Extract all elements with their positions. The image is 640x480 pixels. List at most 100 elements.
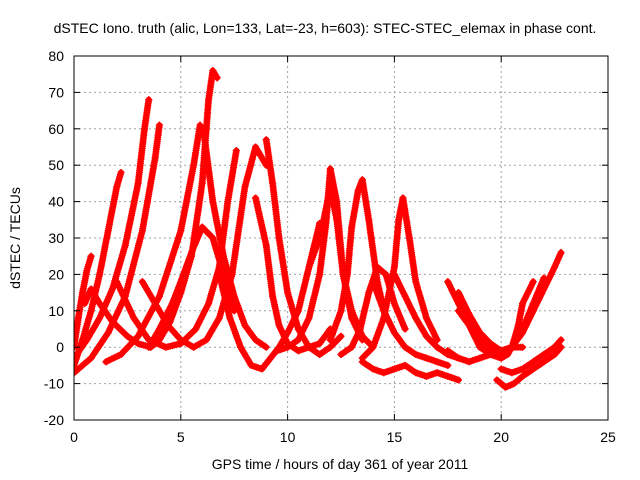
data-point — [168, 300, 176, 308]
data-point — [200, 132, 208, 140]
data-point — [305, 263, 313, 271]
data-point — [365, 289, 373, 297]
data-point — [74, 369, 78, 377]
data-point — [205, 96, 213, 104]
data-point — [373, 263, 381, 271]
data-point — [140, 125, 148, 133]
data-series — [305, 183, 377, 351]
data-point — [433, 369, 441, 377]
data-point — [155, 121, 163, 129]
data-point — [326, 336, 334, 344]
data-point — [358, 176, 366, 184]
data-point — [241, 321, 249, 329]
data-point — [145, 343, 153, 351]
y-axis-label: dSTEC / TECUs — [7, 187, 23, 289]
data-point — [444, 347, 452, 355]
data-point — [224, 198, 232, 206]
data-point — [454, 307, 462, 315]
data-point — [284, 289, 292, 297]
data-point — [187, 249, 195, 257]
data-point — [252, 336, 260, 344]
data-point — [104, 329, 112, 337]
data-point — [215, 270, 223, 278]
data-point — [369, 365, 377, 373]
data-point — [390, 365, 398, 373]
data-point — [433, 336, 441, 344]
data-point — [529, 365, 537, 373]
data-point — [487, 350, 495, 358]
data-point — [177, 278, 185, 286]
data-point — [247, 361, 255, 369]
data-point — [476, 343, 484, 351]
data-point — [202, 336, 210, 344]
x-tick-label: 15 — [387, 429, 403, 445]
y-tick-label: -10 — [44, 376, 64, 392]
data-point — [422, 372, 430, 380]
data-point — [557, 249, 565, 257]
data-point — [87, 285, 95, 293]
y-tick-label: 30 — [48, 230, 64, 246]
data-point — [121, 241, 129, 249]
data-point — [108, 318, 116, 326]
data-point — [454, 354, 462, 362]
data-point — [145, 336, 153, 344]
data-point — [209, 198, 217, 206]
data-point — [422, 332, 430, 340]
data-point — [177, 336, 185, 344]
data-point — [557, 343, 565, 351]
data-point — [322, 205, 330, 213]
data-point — [390, 263, 398, 271]
data-point — [273, 347, 281, 355]
data-point — [151, 154, 159, 162]
data-point — [117, 350, 125, 358]
data-point — [454, 376, 462, 384]
data-point — [316, 340, 324, 348]
data-series — [444, 343, 527, 366]
data-point — [529, 278, 537, 286]
data-point — [209, 67, 217, 75]
data-point — [519, 343, 527, 351]
data-point — [134, 340, 142, 348]
data-point — [529, 300, 537, 308]
data-point — [305, 314, 313, 322]
data-point — [258, 365, 266, 373]
data-point — [476, 329, 484, 337]
data-point — [540, 274, 548, 282]
data-point — [138, 278, 146, 286]
data-point — [337, 307, 345, 315]
data-point — [209, 234, 217, 242]
y-tick-label: 40 — [48, 194, 64, 210]
data-point — [390, 329, 398, 337]
data-point — [540, 358, 548, 366]
data-point — [117, 168, 125, 176]
data-point — [465, 321, 473, 329]
data-point — [365, 216, 373, 224]
data-point — [444, 361, 452, 369]
data-point — [326, 165, 334, 173]
data-point — [74, 361, 78, 369]
data-point — [230, 307, 238, 315]
data-point — [395, 216, 403, 224]
y-tick-label: 0 — [56, 339, 64, 355]
data-point — [551, 343, 559, 351]
data-point — [493, 376, 501, 384]
data-point — [104, 227, 112, 235]
y-tick-label: 50 — [48, 157, 64, 173]
data-point — [215, 263, 223, 271]
data-point — [113, 183, 121, 191]
data-point — [294, 336, 302, 344]
data-point — [294, 347, 302, 355]
data-point — [198, 179, 206, 187]
data-point — [205, 300, 213, 308]
data-point — [401, 343, 409, 351]
data-point — [508, 369, 516, 377]
data-point — [454, 289, 462, 297]
data-point — [551, 350, 559, 358]
data-point — [326, 183, 334, 191]
data-point — [348, 343, 356, 351]
y-tick-label: 20 — [48, 266, 64, 282]
data-point — [237, 343, 245, 351]
data-point — [369, 343, 377, 351]
data-point — [497, 354, 505, 362]
data-point — [444, 372, 452, 380]
